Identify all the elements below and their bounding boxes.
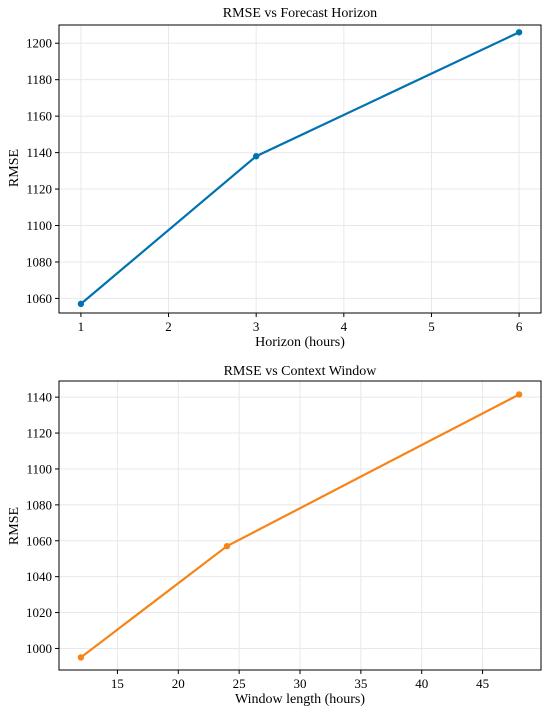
- chart-title: RMSE vs Context Window: [224, 364, 378, 379]
- y-tick-label: 1180: [26, 72, 52, 87]
- plot-frame: [58, 24, 542, 314]
- y-axis-label: RMSE: [7, 507, 22, 545]
- y-tick-label: 1120: [26, 426, 52, 441]
- x-tick-label: 1: [78, 319, 85, 334]
- x-tick-label: 40: [415, 676, 428, 691]
- y-tick-label: 1200: [26, 36, 52, 51]
- y-tick-label: 1100: [26, 218, 52, 233]
- y-tick-label: 1160: [26, 109, 52, 124]
- chart-context-window: RMSE vs Context Window Window length (ho…: [7, 364, 542, 707]
- x-tick-label: 5: [428, 319, 435, 334]
- x-axis-label: Window length (hours): [235, 692, 365, 707]
- y-tick-label: 1080: [26, 254, 52, 269]
- x-tick-label: 35: [354, 676, 367, 691]
- y-tick-label: 1140: [26, 145, 52, 160]
- x-tick-label: 20: [172, 676, 185, 691]
- data-point: [77, 300, 85, 308]
- y-tick-label: 1020: [26, 605, 52, 620]
- y-tick-label: 1040: [26, 569, 52, 584]
- data-point: [223, 542, 231, 550]
- data-point: [515, 29, 523, 36]
- x-tick-label: 2: [165, 319, 172, 334]
- data-point: [77, 654, 85, 661]
- x-tick-label: 3: [253, 319, 260, 334]
- x-tick-label: 25: [233, 676, 246, 691]
- x-tick-label: 6: [516, 319, 523, 334]
- y-tick-label: 1000: [26, 641, 52, 656]
- y-tick-label: 1100: [26, 461, 52, 476]
- chart-title: RMSE vs Forecast Horizon: [223, 6, 377, 21]
- data-point: [252, 153, 260, 160]
- y-axis-label: RMSE: [7, 149, 22, 187]
- x-tick-label: 30: [294, 676, 307, 691]
- grid: [59, 25, 541, 313]
- y-tick-label: 1060: [26, 533, 52, 548]
- x-tick-label: 4: [341, 319, 348, 334]
- y-tick-label: 1140: [26, 390, 52, 405]
- data-point: [515, 391, 523, 398]
- grid: [59, 381, 541, 670]
- chart-forecast-horizon: RMSE vs Forecast Horizon Horizon (hours)…: [7, 6, 542, 350]
- x-axis-label: Horizon (hours): [255, 335, 345, 350]
- y-tick-label: 1080: [26, 497, 52, 512]
- y-tick-label: 1060: [26, 291, 52, 306]
- y-tick-label: 1120: [26, 182, 52, 197]
- series-line: [80, 31, 520, 305]
- x-tick-label: 15: [111, 676, 124, 691]
- x-tick-label: 45: [476, 676, 489, 691]
